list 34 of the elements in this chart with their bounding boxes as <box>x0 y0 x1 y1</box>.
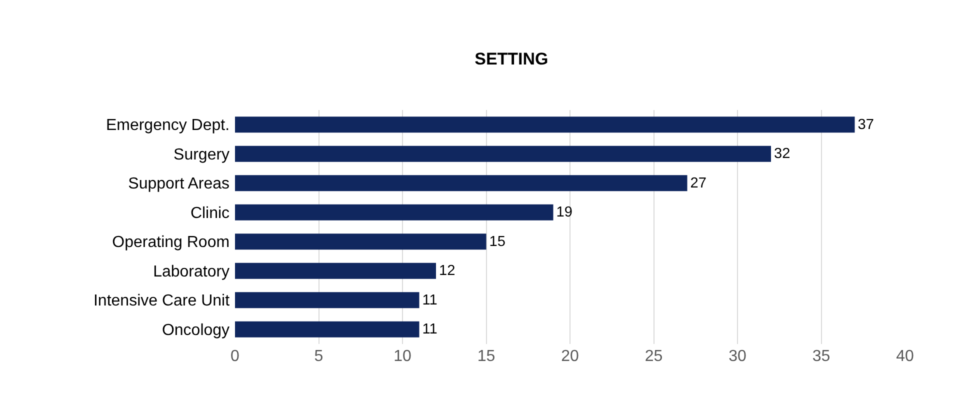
y-tick-label: Oncology <box>162 322 234 339</box>
x-tick-label: 20 <box>561 348 579 365</box>
bar <box>235 146 771 162</box>
x-tick-label: 30 <box>728 348 746 365</box>
x-tick-label: 40 <box>896 348 914 365</box>
data-label: 37 <box>858 116 874 133</box>
x-tick-label: 15 <box>477 348 496 365</box>
data-label: 12 <box>439 263 456 280</box>
data-label: 19 <box>556 204 572 221</box>
x-tick-label: 10 <box>394 348 412 365</box>
bar <box>235 234 486 250</box>
y-tick-label: Surgery <box>174 146 234 164</box>
data-label: 27 <box>690 175 706 192</box>
bar <box>235 292 420 308</box>
bar <box>235 116 855 133</box>
bar <box>235 262 436 279</box>
x-tick-label: 5 <box>314 348 324 365</box>
data-label: 32 <box>774 146 790 162</box>
bar <box>235 321 420 338</box>
x-tick-label: 25 <box>644 348 663 365</box>
y-tick-label: Laboratory <box>153 263 234 280</box>
y-tick-label: Support Areas <box>128 176 234 193</box>
data-label: 15 <box>489 234 506 250</box>
data-label: 11 <box>422 322 438 338</box>
y-tick-label: Clinic <box>190 204 234 222</box>
x-tick-label: 0 <box>230 348 240 365</box>
chart-title: SETTING <box>474 49 548 68</box>
y-tick-label: Operating Room <box>112 234 234 252</box>
y-tick-label: Intensive Care Unit <box>93 292 234 310</box>
x-tick-label: 35 <box>812 348 830 365</box>
bar <box>235 175 688 192</box>
bar <box>235 204 554 220</box>
data-label: 11 <box>422 292 438 308</box>
y-tick-label: Emergency Dept. <box>106 117 234 134</box>
